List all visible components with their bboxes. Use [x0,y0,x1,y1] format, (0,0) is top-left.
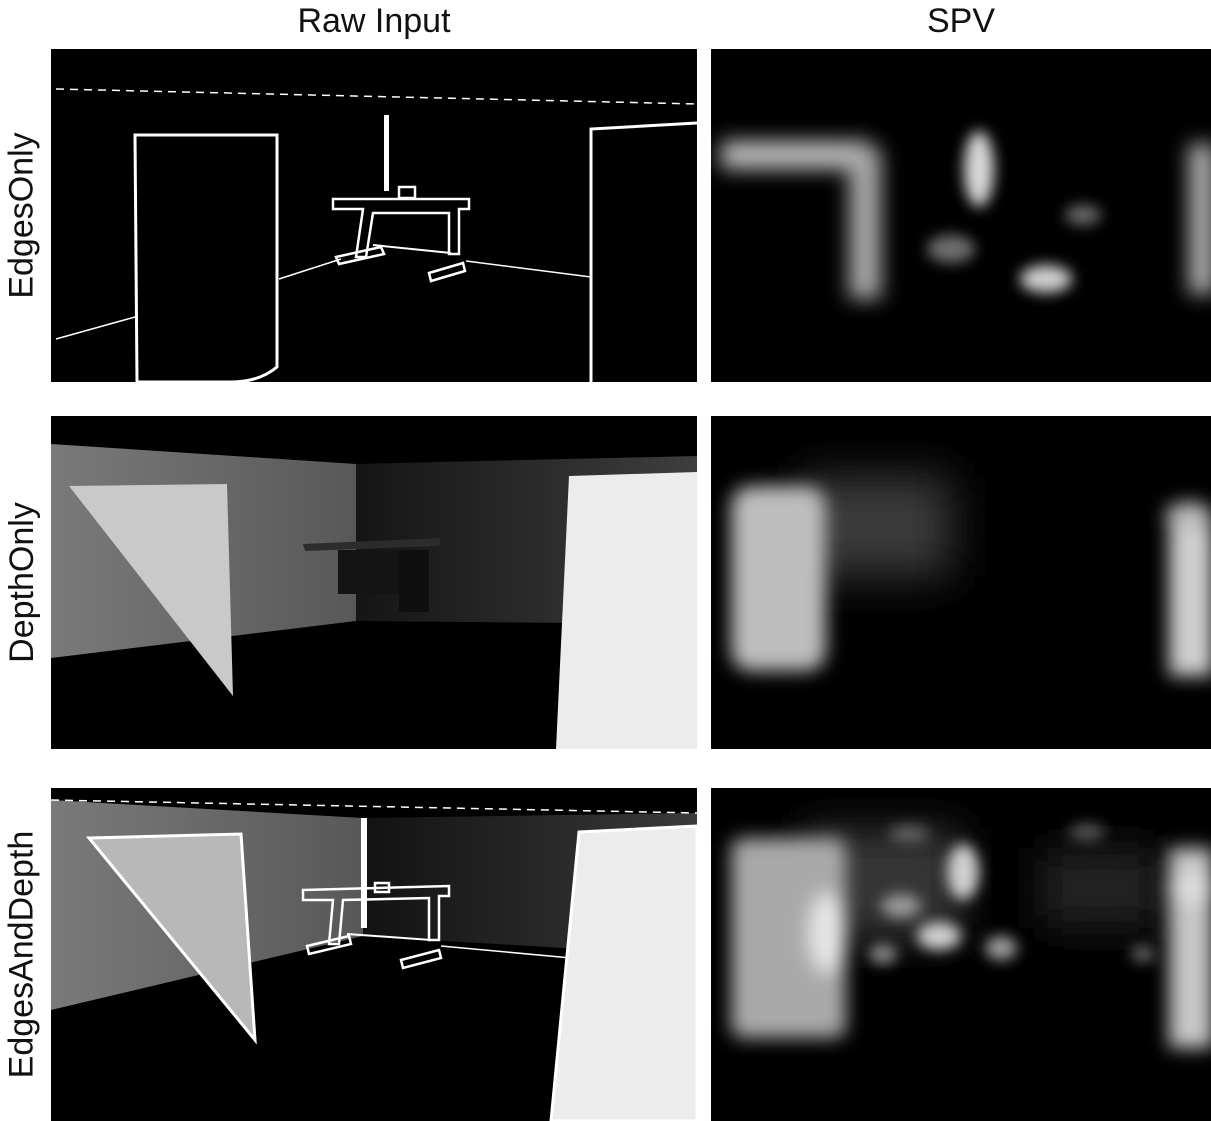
column-header-raw-input: Raw Input [297,2,451,40]
edges-and-depth-spv-image [711,788,1211,1121]
edges-and-depth-raw-image [51,788,697,1121]
row-label-edges-and-depth: EdgesAndDepth [2,830,41,1079]
depth-only-spv-image [711,416,1211,749]
edges-only-raw-image [51,49,697,382]
row-label-depth-only: DepthOnly [2,502,41,663]
column-header-spv: SPV [926,2,996,40]
edges-only-spv-image [711,49,1211,382]
row-label-edges-only: EdgesOnly [2,132,41,299]
depth-only-raw-image [51,416,697,749]
